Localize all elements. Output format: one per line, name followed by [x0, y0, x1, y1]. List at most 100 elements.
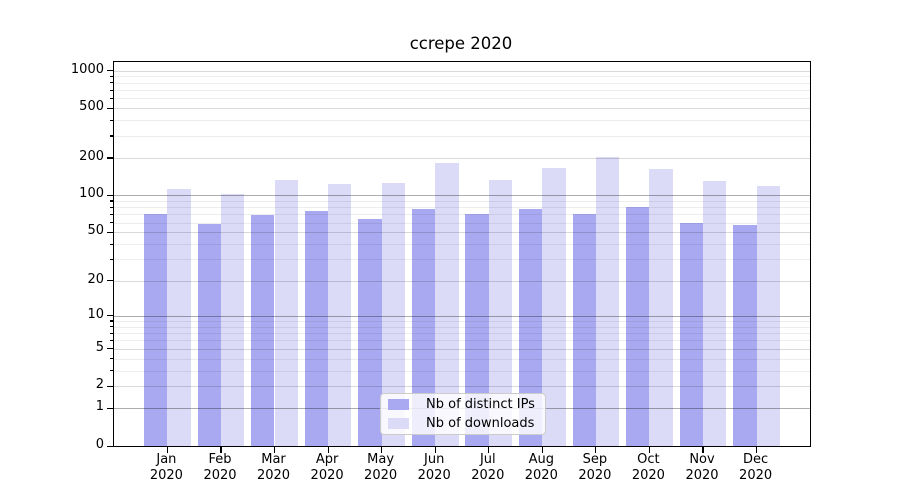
bar-downloads [221, 193, 245, 446]
bar-distinct-ips [411, 208, 436, 446]
y-tick-label: 100 [79, 186, 104, 202]
x-tick-label-year: 2020 [149, 468, 183, 483]
x-tick-label-month: Oct [637, 452, 660, 467]
x-tick [273, 447, 276, 453]
x-tick-label: Aug 2020 [509, 452, 573, 484]
y-tick [107, 107, 113, 109]
bar-downloads [381, 183, 405, 446]
x-tick-label-year: 2020 [631, 468, 665, 483]
x-tick-label: Jul 2020 [456, 452, 520, 484]
y-minor-tick [110, 339, 113, 341]
y-minor-tick [110, 222, 113, 224]
x-tick-label-year: 2020 [685, 468, 719, 483]
x-tick-label-year: 2020 [203, 468, 237, 483]
y-minor-tick [110, 326, 113, 328]
x-tick-label: Mar 2020 [242, 452, 306, 484]
y-minor-tick [110, 97, 113, 100]
bar-distinct-ips [518, 208, 543, 446]
x-tick [702, 447, 704, 453]
y-tick [107, 194, 113, 196]
y-tick-label: 1000 [70, 61, 104, 77]
y-gridline-minor [114, 200, 810, 202]
legend-label: Nb of downloads [426, 416, 535, 431]
y-gridline [114, 232, 810, 234]
legend-label: Nb of distinct IPs [426, 397, 535, 412]
x-tick [648, 447, 650, 453]
bar-distinct-ips [679, 222, 703, 446]
bar-downloads [488, 179, 513, 446]
y-tick [107, 280, 113, 282]
x-tick-label: Nov 2020 [670, 452, 734, 484]
x-tick-label: Dec 2020 [724, 452, 788, 484]
y-tick [107, 157, 113, 159]
y-gridline [114, 280, 810, 282]
y-gridline [114, 157, 810, 159]
x-tick-label-month: Dec [743, 452, 769, 467]
y-minor-tick [110, 206, 113, 208]
x-tick-label: Feb 2020 [188, 452, 252, 484]
y-tick [107, 407, 113, 409]
y-gridline-minor [114, 135, 810, 137]
x-tick-label-month: Jun [424, 452, 445, 467]
y-minor-tick [110, 82, 113, 84]
y-gridline [114, 108, 810, 110]
y-tick [107, 385, 113, 387]
y-minor-tick [110, 119, 113, 121]
bar-downloads [542, 167, 566, 446]
y-gridline-minor [114, 358, 810, 360]
x-tick-label-month: Nov [689, 452, 715, 467]
bar-distinct-ips [358, 219, 382, 446]
x-tick [327, 447, 329, 453]
x-tick-label-year: 2020 [310, 468, 344, 483]
y-tick-label: 5 [95, 339, 104, 355]
y-tick-label: 10 [87, 306, 104, 322]
x-tick [220, 447, 222, 453]
y-tick-label: 50 [87, 223, 104, 239]
bar-distinct-ips [465, 213, 489, 446]
y-gridline-minor [114, 98, 810, 100]
bar-downloads [756, 185, 780, 446]
y-tick [107, 348, 113, 350]
y-gridline [114, 315, 810, 317]
y-gridline-minor [114, 326, 810, 328]
bar-downloads [435, 163, 459, 446]
x-tick-label-month: Aug [528, 452, 554, 467]
x-tick-label: Jun 2020 [402, 452, 466, 484]
x-tick-label-year: 2020 [471, 468, 505, 483]
x-tick-label-year: 2020 [364, 468, 398, 483]
x-tick [434, 447, 436, 453]
y-gridline [114, 195, 810, 197]
bar-downloads [274, 179, 298, 446]
x-tick [541, 447, 543, 453]
y-minor-tick [110, 332, 113, 334]
y-tick-label: 500 [79, 99, 104, 115]
bar-downloads [649, 168, 673, 446]
x-tick [756, 447, 758, 453]
y-minor-tick [110, 258, 113, 261]
y-minor-tick [110, 370, 113, 372]
x-tick-label-month: May [367, 452, 395, 467]
x-tick-label-month: Mar [261, 452, 286, 467]
bar-distinct-ips [733, 225, 757, 446]
bar-downloads [703, 180, 727, 446]
x-tick-label-month: Jul [479, 452, 496, 467]
y-gridline-minor [114, 76, 810, 78]
y-gridline-minor [114, 90, 810, 91]
x-tick-label-year: 2020 [739, 468, 773, 483]
y-gridline-minor [114, 244, 810, 246]
y-gridline-minor [114, 222, 810, 224]
y-tick [107, 315, 113, 317]
x-tick [166, 447, 168, 453]
x-tick-label-month: Feb [208, 452, 232, 467]
x-tick [595, 447, 597, 453]
y-tick-label: 200 [79, 148, 104, 164]
y-gridline [114, 348, 810, 350]
y-minor-tick [110, 358, 113, 360]
y-gridline-minor [114, 320, 810, 322]
legend-swatch-distinct-ips [388, 399, 409, 410]
x-tick-label-year: 2020 [417, 468, 451, 483]
y-minor-tick [110, 89, 113, 91]
x-tick-label: Apr 2020 [295, 452, 359, 484]
y-tick [107, 231, 113, 234]
